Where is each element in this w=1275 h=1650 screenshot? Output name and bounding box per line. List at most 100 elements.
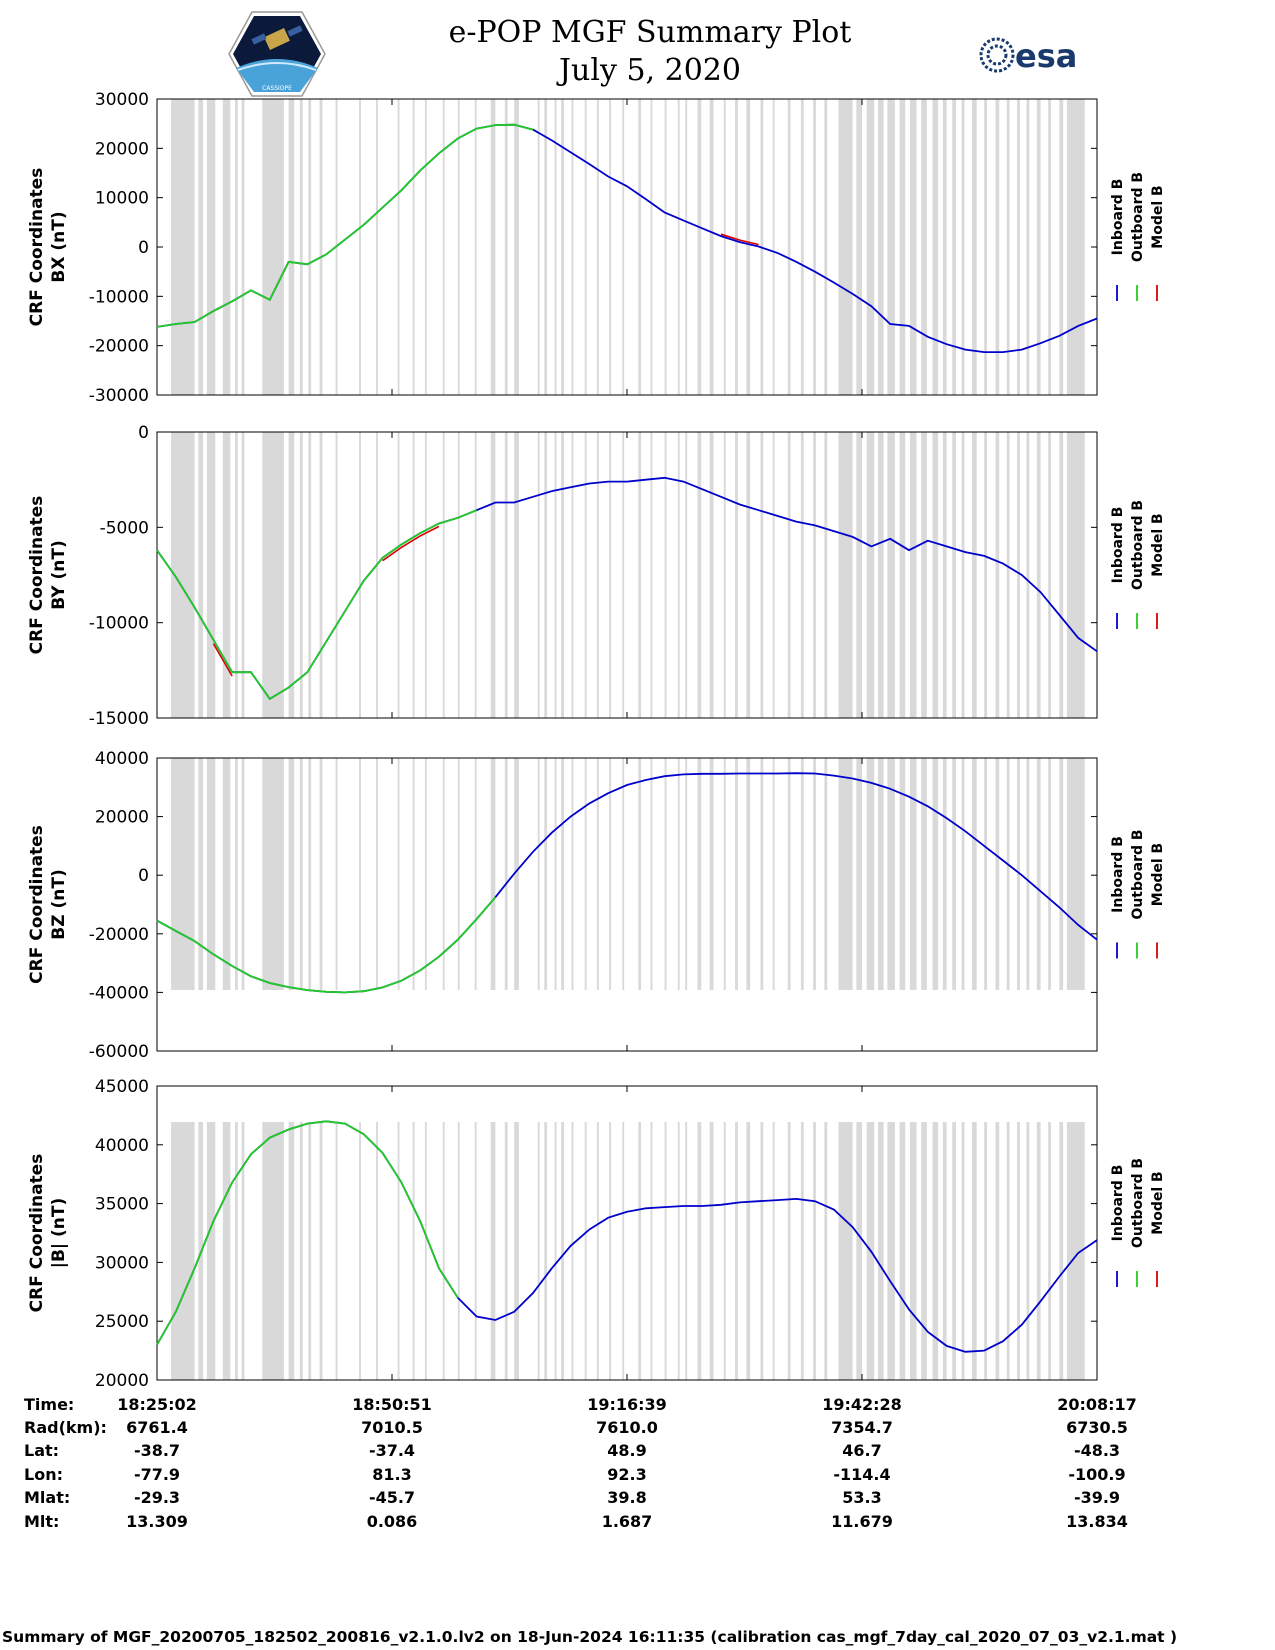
shade-band xyxy=(554,99,557,395)
shade-band xyxy=(335,1122,338,1380)
shade-band xyxy=(638,758,642,990)
shade-band xyxy=(308,1122,312,1380)
shade-band xyxy=(596,432,599,718)
legend: Inboard B Outboard B Model B xyxy=(1110,1158,1166,1287)
info-row-label: Lat: xyxy=(24,1441,60,1460)
shade-band xyxy=(171,1122,195,1380)
shade-band xyxy=(709,758,714,990)
shade-band xyxy=(664,432,667,718)
shade-band xyxy=(457,432,460,718)
shade-band xyxy=(887,758,895,990)
y-tick-label: 20000 xyxy=(95,808,149,828)
info-cell: 13.834 xyxy=(1066,1512,1128,1531)
info-cell: 7010.5 xyxy=(361,1418,423,1437)
info-cell: 18:25:02 xyxy=(117,1395,197,1414)
shade-band xyxy=(772,758,775,990)
shade-band xyxy=(921,1122,927,1380)
shade-band xyxy=(824,758,828,990)
y-tick-label: -5000 xyxy=(100,518,149,538)
shade-band xyxy=(760,758,764,990)
shade-band xyxy=(760,432,764,718)
shade-band xyxy=(800,99,804,395)
shade-band xyxy=(299,99,303,395)
shade-band xyxy=(866,432,875,718)
shade-band xyxy=(1059,758,1064,990)
shade-band xyxy=(650,1122,653,1380)
shade-band xyxy=(171,432,195,718)
shade-band xyxy=(952,1122,956,1380)
info-cell: 92.3 xyxy=(607,1465,647,1484)
shade-band xyxy=(554,1122,557,1380)
info-cell: -77.9 xyxy=(133,1465,181,1484)
info-row-label: Lon: xyxy=(24,1465,63,1484)
shade-band xyxy=(596,758,599,990)
shade-band xyxy=(952,758,956,990)
shade-band xyxy=(561,432,565,718)
shade-band xyxy=(584,432,587,718)
y-tick-label: 20000 xyxy=(95,139,149,159)
shade-band xyxy=(932,432,939,718)
shade-band xyxy=(813,1122,816,1380)
shade-band xyxy=(1059,99,1064,395)
shade-band xyxy=(856,758,862,990)
shade-band xyxy=(813,432,816,718)
shade-band xyxy=(442,758,445,990)
shade-band xyxy=(899,432,906,718)
shade-band xyxy=(1017,432,1020,718)
shade-band xyxy=(877,1122,884,1380)
y-axis-label: CRF Coordinates BX (nT) xyxy=(27,168,69,327)
shade-band xyxy=(746,432,751,718)
shade-band xyxy=(235,1122,238,1380)
shade-band xyxy=(319,99,323,395)
shade-band xyxy=(622,99,625,395)
legend-label: Outboard B xyxy=(1130,500,1146,590)
shade-band xyxy=(971,758,977,990)
shade-band xyxy=(544,1122,548,1380)
esa-logo: esa xyxy=(979,37,1077,75)
shade-band xyxy=(760,1122,764,1380)
shade-band xyxy=(288,432,295,718)
shade-band xyxy=(984,99,988,395)
y-tick-label: -30000 xyxy=(89,386,149,406)
shade-band xyxy=(638,99,642,395)
title-line-1: e-POP MGF Summary Plot xyxy=(448,15,852,50)
info-row-label: Mlt: xyxy=(24,1512,60,1531)
shade-band xyxy=(638,432,642,718)
shade-band xyxy=(198,99,204,395)
shade-band xyxy=(787,432,791,718)
info-cell: 13.309 xyxy=(126,1512,188,1531)
shade-band xyxy=(1059,1122,1064,1380)
shade-band xyxy=(932,1122,939,1380)
shade-band xyxy=(685,758,688,990)
shade-band xyxy=(800,1122,804,1380)
shade-band xyxy=(571,432,574,718)
shade-band xyxy=(376,758,378,990)
legend-label: Model B xyxy=(1150,1171,1166,1234)
legend-label: Outboard B xyxy=(1130,172,1146,262)
shade-band xyxy=(490,432,496,718)
shade-band xyxy=(838,1122,853,1380)
shade-band xyxy=(838,758,853,990)
legend-label: Inboard B xyxy=(1110,1165,1126,1242)
shade-band xyxy=(376,432,378,718)
shade-band xyxy=(685,99,688,395)
y-axis-label-line-1: CRF Coordinates xyxy=(27,496,47,655)
shade-band xyxy=(723,1122,726,1380)
shade-band xyxy=(1017,758,1020,990)
shade-band xyxy=(424,758,427,990)
shade-band xyxy=(424,99,427,395)
shade-band xyxy=(622,432,625,718)
shade-band xyxy=(308,99,312,395)
shade-band xyxy=(787,1122,791,1380)
shade-band xyxy=(262,1122,284,1380)
shade-band xyxy=(359,758,361,990)
shade-band xyxy=(952,99,956,395)
shade-band xyxy=(709,99,714,395)
shade-band xyxy=(697,758,702,990)
shade-band xyxy=(442,99,445,395)
info-cell: -29.3 xyxy=(133,1488,181,1507)
shade-band xyxy=(838,432,853,718)
model-line xyxy=(212,643,233,677)
shade-band xyxy=(932,758,939,990)
